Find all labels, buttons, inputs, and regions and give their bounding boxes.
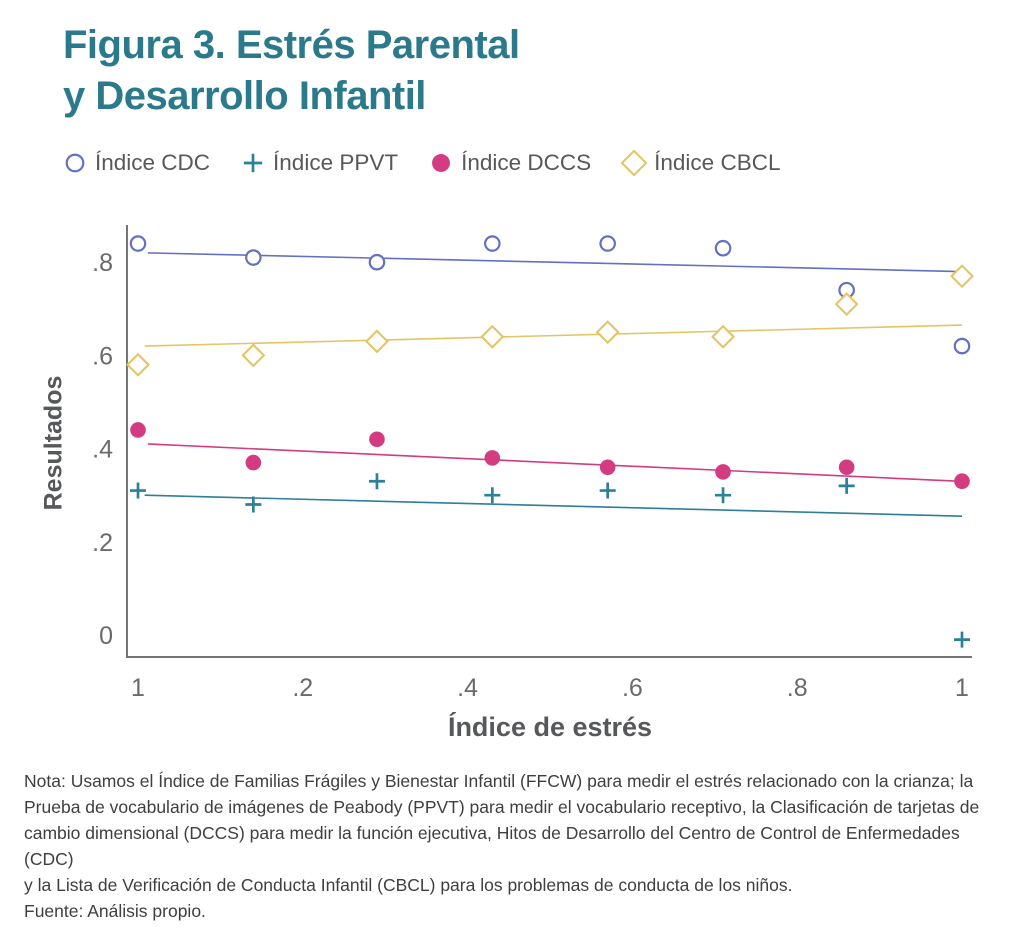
note-line: y la Lista de Verificación de Conducta I… <box>24 875 793 895</box>
plus-icon <box>240 150 266 176</box>
filled-circle-icon <box>428 150 454 176</box>
data-point <box>130 422 146 438</box>
chart-legend: Índice CDC Índice PPVT Índice DCCS Índic… <box>62 149 781 177</box>
data-point <box>953 337 971 355</box>
data-point <box>620 149 648 177</box>
data-point <box>369 431 385 448</box>
data-point <box>834 292 859 317</box>
data-point <box>241 343 266 368</box>
x-axis-tick-label: 1 <box>955 674 969 702</box>
figure-title: Figura 3. Estrés Parental y Desarrollo I… <box>63 23 520 118</box>
data-point <box>364 329 389 354</box>
data-point <box>129 235 147 252</box>
data-point <box>954 473 970 490</box>
legend-item-dccs: Índice DCCS <box>428 150 591 176</box>
data-point <box>243 153 263 173</box>
data-point <box>954 631 970 648</box>
fit-line <box>144 324 963 347</box>
y-axis-tick-label: .8 <box>92 249 113 277</box>
y-axis-tick-label: 0 <box>99 622 113 650</box>
legend-item-ppvt: Índice PPVT <box>240 150 398 176</box>
figure-notes: Nota: Usamos el Índice de Familias Frági… <box>24 768 1006 924</box>
legend-label-ppvt: Índice PPVT <box>273 150 399 175</box>
fit-line <box>147 443 958 483</box>
data-point <box>711 324 736 349</box>
data-point <box>714 239 732 257</box>
note-line: Nota: Usamos el Índice de Familias Frági… <box>24 771 974 791</box>
open-diamond-icon <box>620 149 648 177</box>
legend-label-dccs: Índice DCCS <box>461 150 592 175</box>
data-point <box>245 249 262 266</box>
x-axis-tick-label: 1 <box>131 674 145 702</box>
y-axis-tick-label: .4 <box>92 436 113 464</box>
data-point <box>432 154 451 172</box>
x-axis-tick-label: .2 <box>292 674 313 702</box>
data-point <box>65 153 85 173</box>
data-point <box>130 482 146 499</box>
axes <box>126 225 972 658</box>
data-point <box>126 352 150 377</box>
open-circle-icon <box>62 150 88 176</box>
data-point <box>484 235 501 252</box>
x-axis-title: Índice de estrés <box>447 712 653 742</box>
data-point <box>599 459 616 476</box>
legend-label-cdc: Índice CDC <box>95 150 211 175</box>
y-axis-tick-label: .2 <box>92 529 113 557</box>
data-point <box>838 477 855 494</box>
data-point <box>484 450 501 466</box>
note-line: cambio dimensional (DCCS) para medir la … <box>24 823 960 869</box>
fit-line <box>147 252 960 273</box>
x-axis-tick-label: .8 <box>787 674 808 702</box>
data-point <box>950 264 974 289</box>
data-point <box>599 482 616 499</box>
note-line: Fuente: Análisis propio. <box>24 901 206 921</box>
data-point <box>484 487 501 504</box>
legend-label-cbcl: Índice CBCL <box>654 150 781 175</box>
data-point <box>599 235 616 252</box>
x-axis-tick-label: .4 <box>457 674 478 702</box>
data-point <box>715 487 732 504</box>
legend-item-cbcl: Índice CBCL <box>620 149 781 177</box>
x-axis-tick-label: .6 <box>622 674 643 702</box>
data-point <box>838 459 855 476</box>
fit-line <box>144 494 963 517</box>
data-point <box>245 496 262 513</box>
data-point <box>368 253 386 271</box>
legend-item-cdc: Índice CDC <box>62 150 210 176</box>
note-line: Prueba de vocabulario de imágenes de Pea… <box>24 797 980 817</box>
data-point <box>715 464 731 480</box>
data-point <box>595 320 620 345</box>
data-point <box>480 324 505 349</box>
y-axis-tick-label: .6 <box>92 342 113 370</box>
y-axis-title: Resultados <box>39 375 68 511</box>
data-point <box>245 454 262 471</box>
data-point <box>368 473 385 490</box>
